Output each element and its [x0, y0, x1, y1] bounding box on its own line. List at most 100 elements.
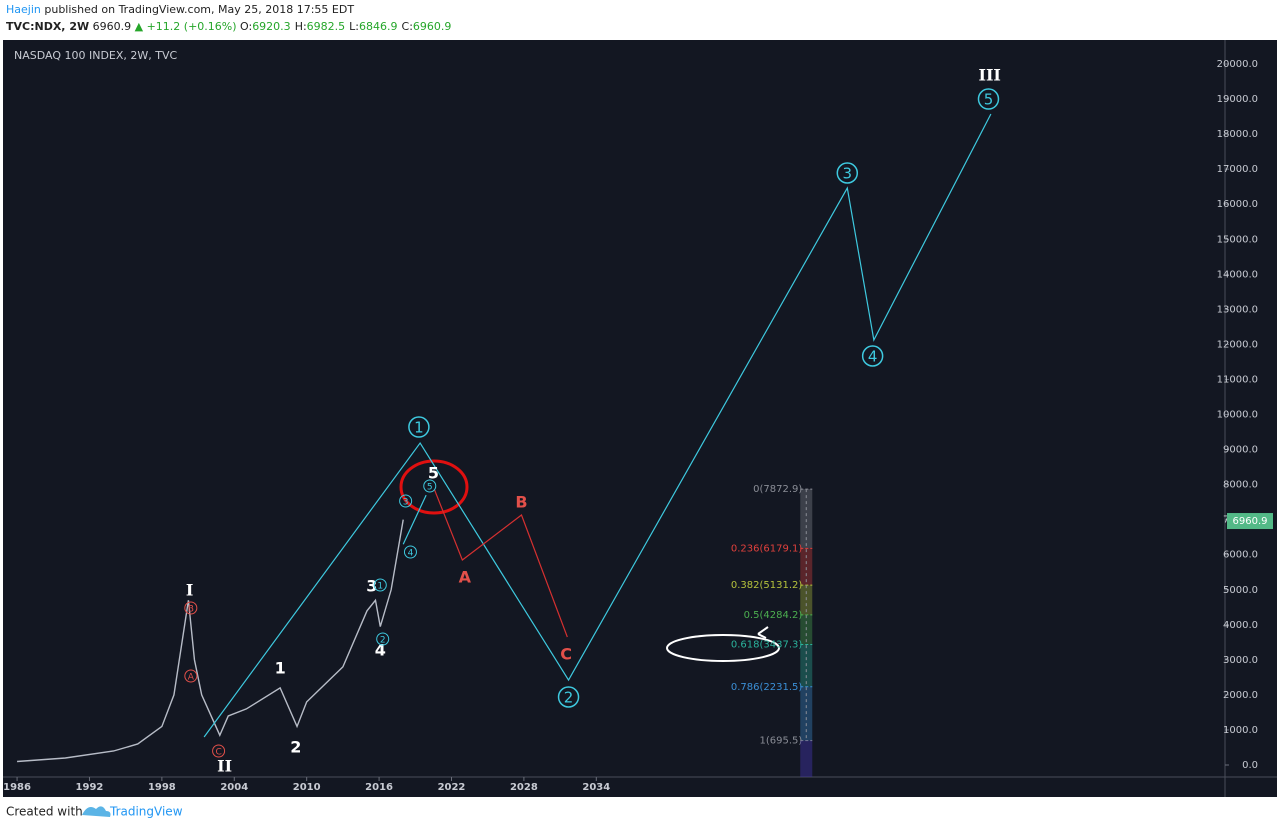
symbol: TVC:NDX, 2W	[6, 20, 90, 33]
ohlc-label: H:	[294, 20, 307, 33]
footer-text: Created with	[6, 805, 83, 819]
wave-label: 4	[868, 348, 878, 366]
last-price-label: 6960.9	[1233, 516, 1268, 527]
ohlc-value: 6846.9	[359, 20, 398, 33]
arrow	[757, 626, 769, 639]
wave-circle	[408, 416, 430, 438]
y-tick-label: 13000.0	[1217, 304, 1258, 315]
wave-line	[434, 489, 568, 638]
y-tick-label: 11000.0	[1217, 374, 1258, 385]
y-tick-label: 9000.0	[1223, 445, 1258, 456]
wave-circle	[373, 578, 387, 592]
y-tick-label: 12000.0	[1217, 339, 1258, 350]
wave-circle	[376, 632, 390, 646]
wave-label: 2	[564, 689, 574, 707]
price: 6960.9	[92, 20, 132, 33]
ohlc-value: 6960.9	[412, 20, 452, 33]
price-line	[17, 519, 404, 763]
x-tick-label: 2022	[438, 782, 466, 793]
wave-label: C	[560, 645, 572, 664]
wave-label: I	[186, 581, 193, 600]
y-tick-label: 20000.0	[1217, 59, 1258, 70]
ohlc: O:6920.3 H:6982.5 L:6846.9 C:6960.9	[240, 20, 455, 33]
wave-line	[203, 113, 992, 738]
y-tick-label: 8000.0	[1223, 480, 1258, 491]
wave-label: B	[515, 492, 527, 511]
x-tick-label: 1986	[3, 782, 31, 793]
last-price-badge	[1227, 513, 1273, 530]
wave-label: II	[217, 757, 232, 776]
ohlc-value: 6920.3	[252, 20, 291, 33]
x-tick-label: 1992	[76, 782, 104, 793]
highlight-ellipse	[399, 459, 469, 515]
fib-label: 0.618(3437.3)	[731, 640, 803, 651]
wave-label: 3	[403, 498, 409, 508]
wave-label: B	[188, 605, 194, 615]
author[interactable]: Haejin	[6, 3, 41, 16]
ohlc-label: L:	[349, 20, 360, 33]
wave-label: 5	[427, 483, 433, 493]
wave-label: 1	[275, 659, 286, 678]
x-tick-label: 1998	[148, 782, 176, 793]
ohlc-value: 6982.5	[306, 20, 346, 33]
x-tick-label: 2028	[510, 782, 538, 793]
ohlc-label: C:	[401, 20, 413, 33]
wave-circle	[184, 669, 198, 683]
publish-line: Haejin published on TradingView.com, May…	[6, 3, 354, 16]
y-tick-label: 6000.0	[1223, 550, 1258, 561]
chart-title: NASDAQ 100 INDEX, 2W, TVC	[14, 49, 178, 62]
wave-circle	[836, 162, 859, 184]
y-tick-label: 0.0	[1242, 760, 1258, 771]
wave-circle	[861, 345, 884, 367]
y-tick-label: 14000.0	[1217, 269, 1258, 280]
y-tick-label: 17000.0	[1217, 164, 1258, 175]
fib-label: 0.382(5131.2)	[731, 580, 803, 591]
wave-label: C	[215, 748, 221, 758]
wave-circle	[212, 744, 226, 758]
wave-circle	[403, 545, 417, 559]
symbol-line: TVC:NDX, 2W 6960.9 ▲ +11.2 (+0.16%) O:69…	[6, 20, 455, 33]
x-tick-label: 2010	[293, 782, 321, 793]
y-tick-label: 2000.0	[1223, 690, 1258, 701]
y-tick-label: 18000.0	[1217, 129, 1258, 140]
y-tick-label: 19000.0	[1217, 94, 1258, 105]
footer-brand[interactable]: TradingView	[109, 805, 183, 819]
x-tick-label: 2016	[365, 782, 393, 793]
fib-label: 0.236(6179.1)	[731, 543, 803, 554]
wave-circle	[184, 601, 198, 615]
wave-line	[402, 494, 427, 545]
ohlc-label: O:	[240, 20, 253, 33]
fib-label: 0(7872.9)	[753, 484, 802, 495]
y-tick-label: 3000.0	[1223, 655, 1258, 666]
fib-zone	[800, 585, 813, 615]
fib-label: 0.5(4284.2)	[744, 610, 803, 621]
fib-zone	[800, 740, 813, 777]
y-tick-label: 7000.0	[1223, 515, 1258, 526]
fib-zone	[800, 614, 813, 645]
fib-zone	[800, 548, 813, 586]
y-tick-label: 16000.0	[1217, 199, 1258, 210]
y-tick-label: 5000.0	[1223, 585, 1258, 596]
wave-circle	[557, 686, 580, 708]
change: ▲ +11.2 (+0.16%)	[134, 20, 237, 33]
wave-label: A	[459, 568, 472, 587]
y-tick-label: 1000.0	[1223, 725, 1258, 736]
published: published on TradingView.com, May 25, 20…	[44, 3, 355, 16]
highlight-ellipse	[666, 634, 780, 662]
x-tick-label: 2004	[220, 782, 248, 793]
wave-label: 4	[408, 549, 414, 559]
wave-label: 3	[366, 577, 377, 596]
chart-background	[3, 40, 1277, 797]
wave-label: 5	[428, 464, 439, 483]
fib-label: 0.786(2231.5)	[731, 682, 803, 693]
fib-zone	[800, 686, 813, 741]
fib-label: 1(695.5)	[759, 736, 802, 747]
wave-label: III	[978, 66, 1000, 85]
y-tick-label: 10000.0	[1217, 410, 1258, 421]
wave-label: 5	[984, 91, 994, 109]
wave-circle	[423, 479, 437, 493]
wave-label: A	[188, 673, 195, 683]
fib-zone	[800, 644, 813, 687]
